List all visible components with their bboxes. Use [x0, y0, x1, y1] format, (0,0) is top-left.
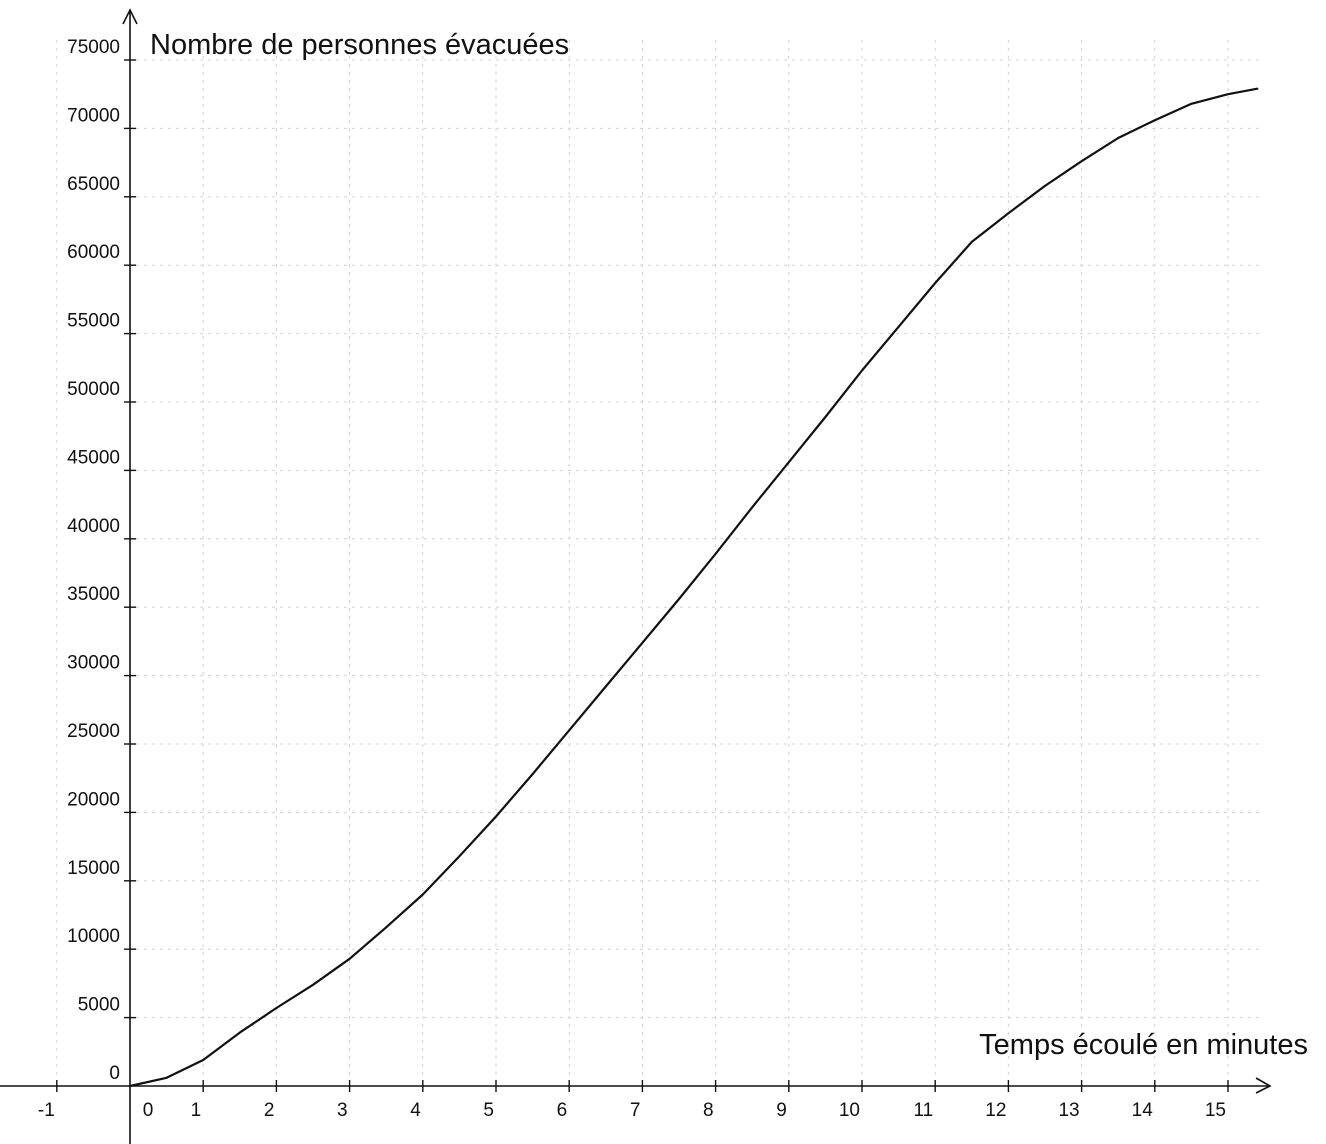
y-tick-label: 55000	[67, 311, 120, 332]
x-tick-label: 12	[985, 1100, 1006, 1121]
x-tick-label: 6	[557, 1100, 568, 1121]
grid	[56, 40, 1262, 1080]
y-tick-label: 40000	[67, 516, 120, 537]
y-tick-label: 45000	[67, 447, 120, 468]
y-tick-label: 35000	[67, 584, 120, 605]
y-tick-label: 75000	[67, 37, 120, 58]
y-tick-label: 30000	[67, 653, 120, 674]
x-tick-label: 2	[264, 1100, 275, 1121]
x-axis-arrow-icon	[1255, 1077, 1272, 1094]
series-line	[128, 87, 1259, 1088]
x-tick-label: 1	[191, 1100, 202, 1121]
y-axis-title: Nombre de personnes évacuées	[150, 29, 569, 61]
x-tick-label: 11	[913, 1100, 933, 1121]
x-tick-label: -1	[38, 1100, 55, 1121]
y-tick-label: 60000	[67, 242, 120, 263]
y-tick-label: 65000	[67, 174, 120, 195]
y-tick-label: 10000	[67, 926, 120, 947]
ticks: -1 0 1 2 3 4 5 6 7 8 9 10 11 12 13 14 150500010000150002…	[38, 37, 1229, 1121]
x-tick-label: 9	[776, 1100, 787, 1121]
x-tick-label: 15	[1205, 1100, 1226, 1121]
y-tick-label: 20000	[67, 789, 120, 810]
y-axis-arrow-icon	[122, 8, 138, 25]
x-tick-label: 4	[410, 1100, 421, 1121]
axes	[0, 8, 1272, 1144]
y-tick-label: 50000	[67, 379, 120, 400]
x-tick-label: 5	[483, 1100, 494, 1121]
y-tick-label: 25000	[67, 721, 120, 742]
x-tick-label: 7	[630, 1100, 641, 1121]
x-tick-label: 0	[143, 1100, 154, 1121]
x-tick-label: 8	[703, 1100, 714, 1121]
x-tick-label: 14	[1132, 1100, 1154, 1121]
x-tick-label: 3	[337, 1100, 348, 1121]
x-tick-label: 13	[1058, 1100, 1079, 1121]
x-axis-title: Temps écoulé en minutes	[979, 1029, 1308, 1061]
x-tick-label: 10	[839, 1100, 860, 1121]
series	[128, 87, 1259, 1088]
y-tick-label: 5000	[78, 995, 120, 1016]
y-tick-label: 0	[109, 1063, 120, 1084]
y-tick-label: 70000	[67, 105, 120, 126]
y-tick-label: 15000	[67, 858, 120, 879]
